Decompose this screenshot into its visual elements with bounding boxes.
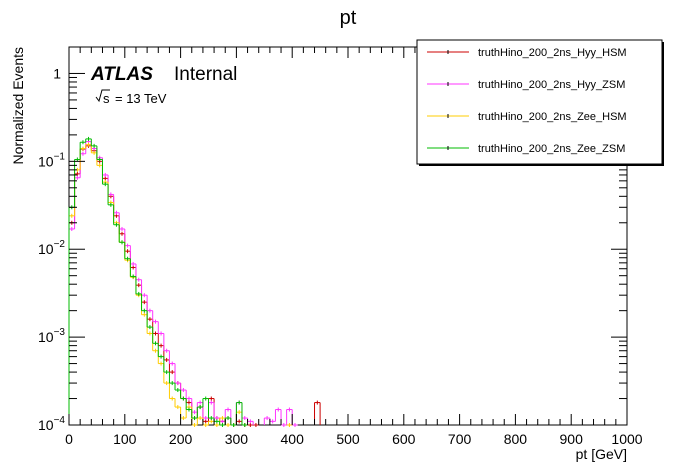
atlas-label: ATLAS Internal s = 13 TeV [90, 64, 237, 106]
x-tick-label-1: 100 [113, 431, 137, 447]
legend-label-2: truthHino_200_2ns_Zee_HSM [478, 111, 627, 123]
sqrt-symbol [95, 89, 110, 103]
x-axis-title: pt [GeV] [576, 446, 627, 462]
y-tick-label-2: 10−2 [38, 239, 65, 257]
energy-s-text: s [103, 91, 110, 106]
legend-box [416, 39, 663, 165]
internal-label-text: Internal [174, 64, 237, 85]
legend-label-1: truthHino_200_2ns_Hyy_ZSM [478, 79, 625, 91]
y-tick-label-4: 1 [53, 65, 61, 81]
x-tick-label-9: 900 [560, 431, 584, 447]
series-3 [68, 136, 248, 427]
x-tick-label-10: 1000 [611, 431, 642, 447]
legend-label-3: truthHino_200_2ns_Zee_ZSM [478, 143, 625, 155]
x-tick-label-4: 400 [281, 431, 305, 447]
series-0 [68, 143, 321, 427]
y-tick-label-0: 10−4 [38, 415, 65, 433]
y-tick-label-3: 10−1 [38, 151, 65, 169]
x-tick-label-3: 300 [225, 431, 249, 447]
x-tick-label-0: 0 [65, 431, 73, 447]
x-tick-label-6: 600 [392, 431, 416, 447]
energy-label-text: = 13 TeV [115, 91, 167, 106]
axes-layer: 0 100 200 300 400 500 600 700 800 900 1000 10−4 10−3… [38, 47, 643, 447]
x-tick-label-5: 500 [336, 431, 360, 447]
y-tick-label-1: 10−3 [38, 327, 65, 345]
x-tick-label-2: 200 [169, 431, 193, 447]
legend-label-0: truthHino_200_2ns_Hyy_HSM [478, 47, 627, 59]
series-1 [68, 139, 298, 427]
x-tick-label-7: 700 [448, 431, 472, 447]
chart-title: pt [340, 7, 357, 29]
legend: truthHino_200_2ns_Hyy_HSM truthHino_200_2… [416, 39, 664, 166]
atlas-label-text: ATLAS [90, 64, 153, 85]
x-tick-label-8: 800 [504, 431, 528, 447]
y-axis-title: Normalized Events [10, 47, 26, 165]
histogram-series-layer [68, 136, 321, 427]
